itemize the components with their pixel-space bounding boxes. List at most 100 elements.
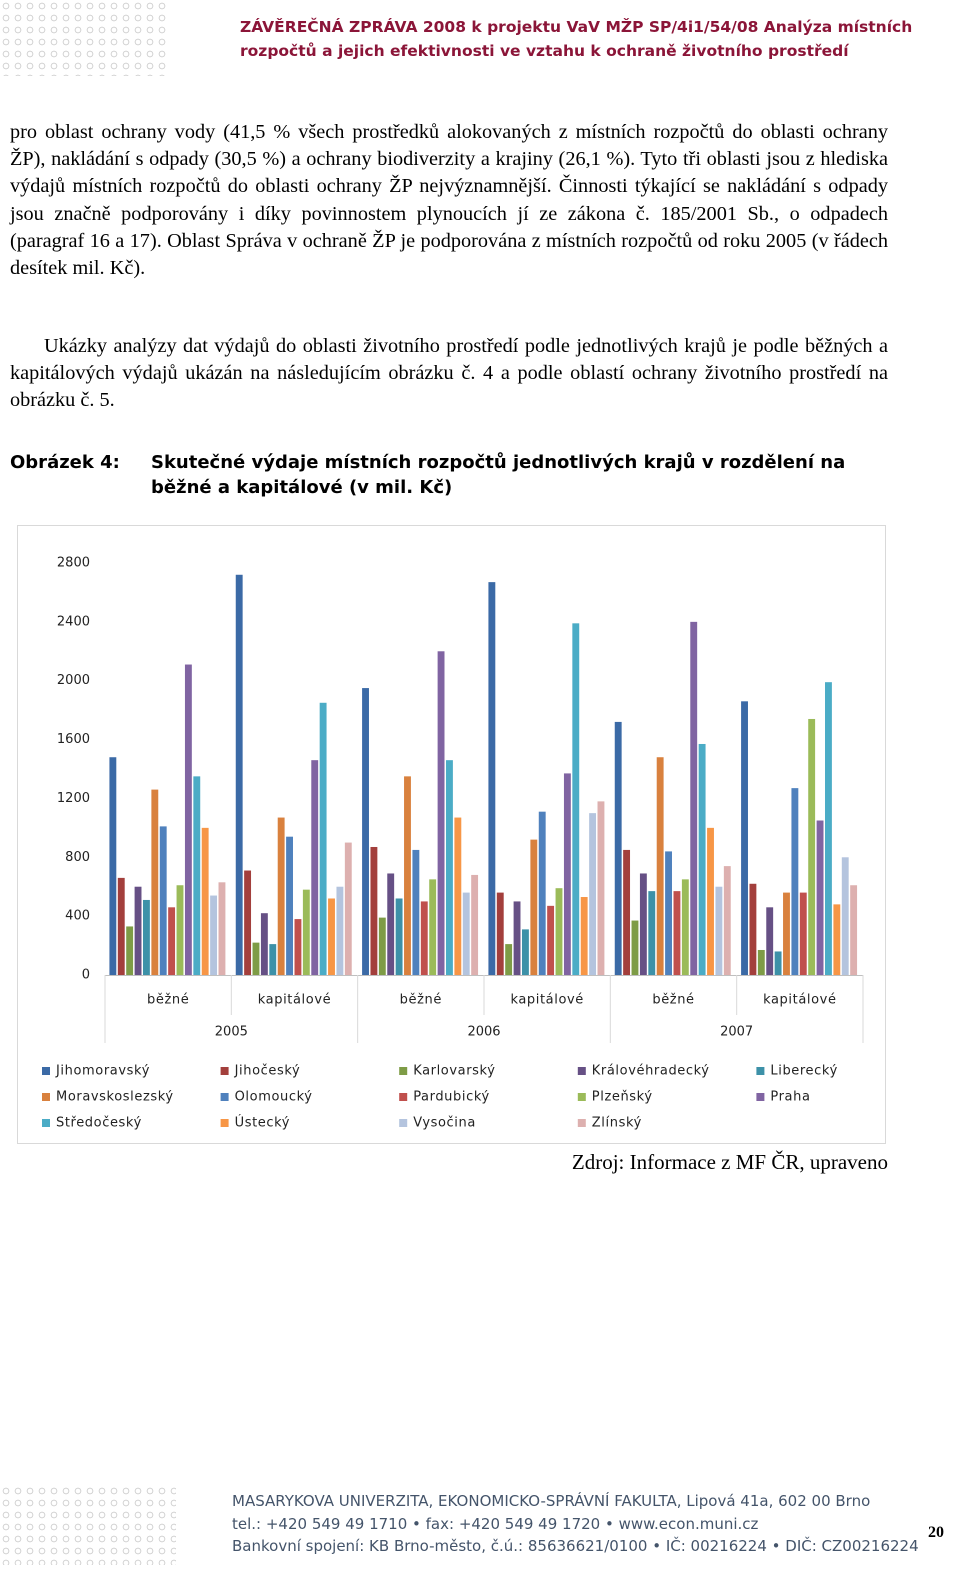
bar <box>117 877 125 975</box>
bar <box>757 949 765 975</box>
legend-swatch <box>42 1067 50 1075</box>
bar <box>808 718 816 975</box>
bar <box>648 891 656 975</box>
bar <box>673 891 681 975</box>
legend-label: Středočeský <box>56 1116 142 1131</box>
bar <box>412 849 420 975</box>
y-tick-label: 1200 <box>57 791 90 806</box>
bar <box>521 929 529 975</box>
bar <box>555 888 563 975</box>
bar <box>631 920 639 975</box>
bar <box>168 907 176 975</box>
bar <box>142 899 150 975</box>
legend-swatch <box>399 1119 408 1127</box>
bar <box>437 651 445 975</box>
legend-label: Pardubický <box>413 1090 490 1105</box>
bar <box>176 885 184 975</box>
bar <box>580 897 588 975</box>
bar <box>665 851 672 975</box>
bar <box>505 944 513 975</box>
legend-label: Plzeňský <box>592 1090 653 1105</box>
bar <box>235 574 243 975</box>
footer-line: Bankovní spojení: KB Brno-město, č.ú.: 8… <box>232 1537 919 1555</box>
bar <box>791 788 799 975</box>
bar <box>184 664 192 975</box>
bar <box>387 873 395 975</box>
legend-swatch <box>577 1067 586 1075</box>
paragraph: pro oblast ochrany vody (41,5 % všech pr… <box>10 121 888 280</box>
bar <box>707 827 714 975</box>
bar <box>749 883 757 975</box>
y-tick-label: 2000 <box>57 673 90 688</box>
bar <box>126 926 134 975</box>
bar <box>210 895 218 975</box>
x-tick-label: kapitálové <box>510 993 583 1008</box>
legend-swatch <box>577 1093 586 1101</box>
x-tick-label: běžné <box>147 993 189 1008</box>
bar <box>513 901 521 975</box>
bar <box>328 898 335 975</box>
bar <box>151 789 159 975</box>
bar <box>783 892 790 975</box>
bar <box>850 885 858 975</box>
legend-swatch <box>756 1093 765 1101</box>
bar <box>462 892 470 975</box>
bar <box>269 944 277 975</box>
header-line: rozpočtů a jejich efektivnosti ve vztahu… <box>240 42 849 60</box>
bar <box>825 682 832 975</box>
y-tick-label: 0 <box>82 968 90 983</box>
bar <box>294 919 302 975</box>
legend-swatch <box>399 1093 408 1101</box>
chart: 0 400 800 1200 1600 2000 2400 2800 běžné kapitálo… <box>17 525 886 1144</box>
bar <box>404 776 411 975</box>
figure-caption: Skutečné výdaje místních rozpočtů jednot… <box>151 452 846 498</box>
bar <box>429 879 437 975</box>
bar <box>193 776 201 975</box>
header-line: ZÁVĚREČNÁ ZPRÁVA 2008 k projektu VaV MŽP… <box>240 18 913 36</box>
bar <box>623 849 631 975</box>
footer-ornament <box>0 1485 176 1565</box>
bar <box>614 721 622 975</box>
bar <box>420 901 428 975</box>
legend-label: Jihomoravský <box>55 1064 150 1079</box>
bar <box>530 839 538 975</box>
bar <box>681 879 689 975</box>
legend-label: Ústecký <box>235 1115 291 1131</box>
bar <box>496 892 504 975</box>
source-note: Zdroj: Informace z MF ČR, upraveno <box>571 1150 888 1174</box>
bar <box>286 836 293 975</box>
paragraph: Ukázky analýzy dat výdajů do oblasti živ… <box>10 335 888 412</box>
bar <box>134 886 142 975</box>
bar <box>799 892 807 975</box>
y-tick-label: 1600 <box>57 732 90 747</box>
bar <box>589 813 597 975</box>
x-group-label: 2007 <box>720 1025 753 1040</box>
footer-line: MASARYKOVA UNIVERZITA, EKONOMICKO-SPRÁVN… <box>232 1492 871 1510</box>
bar <box>563 773 571 975</box>
bar <box>833 904 841 975</box>
legend-label: Královéhradecký <box>592 1064 710 1079</box>
bar <box>698 743 706 975</box>
y-tick-label: 400 <box>65 909 90 924</box>
x-tick-label: běžné <box>652 993 694 1008</box>
bar <box>471 874 479 975</box>
bar <box>201 827 209 975</box>
bar <box>319 702 327 975</box>
legend-swatch <box>220 1119 229 1127</box>
legend-swatch <box>756 1067 765 1075</box>
bar <box>639 873 647 975</box>
legend-label: Karlovarský <box>413 1064 495 1079</box>
legend-label: Praha <box>770 1090 810 1105</box>
legend-swatch <box>42 1119 50 1127</box>
legend-label: Olomoucký <box>235 1090 313 1105</box>
footer-line: tel.: +420 549 49 1710 • fax: +420 549 4… <box>232 1515 759 1533</box>
y-tick-label: 2400 <box>57 614 90 629</box>
legend-label: Zlínský <box>592 1116 642 1131</box>
bar <box>362 688 369 975</box>
x-group-label: 2005 <box>215 1025 248 1040</box>
page-number: 20 <box>928 1524 944 1541</box>
legend-label: Moravskoslezský <box>56 1090 174 1105</box>
bar <box>741 701 748 975</box>
legend-swatch <box>399 1067 408 1075</box>
